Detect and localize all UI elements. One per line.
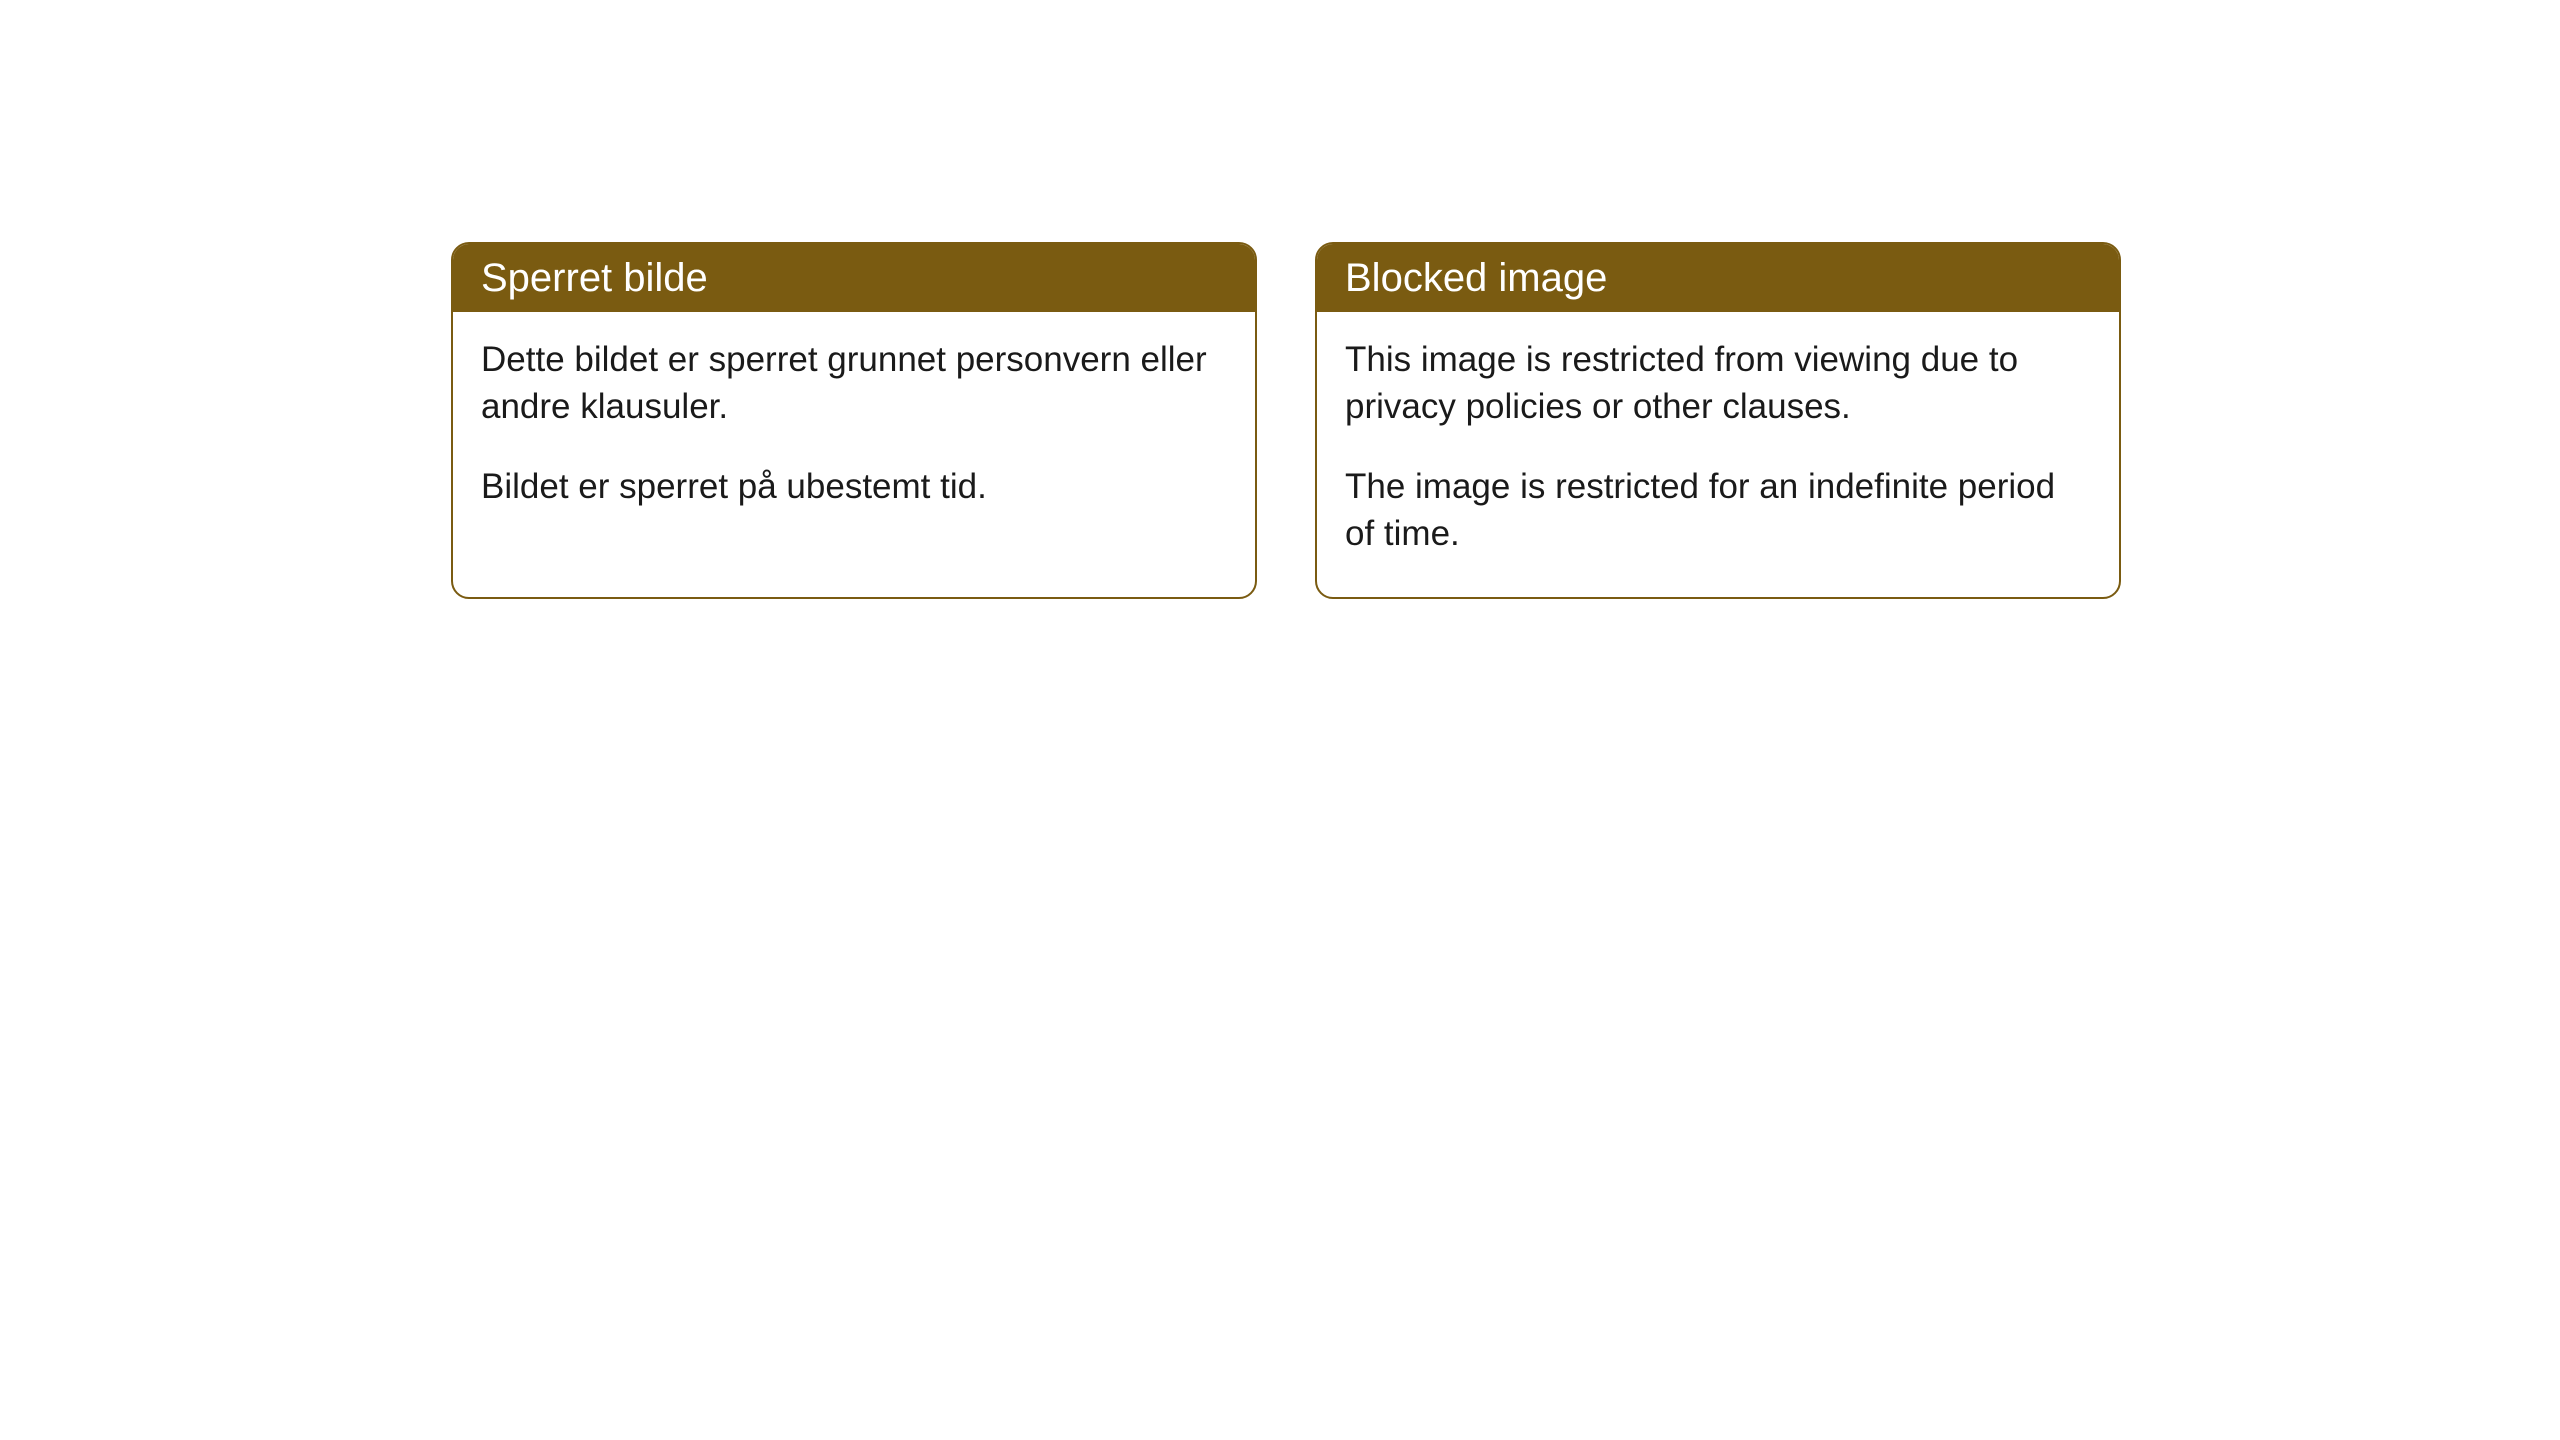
card-paragraph-no-1: Dette bildet er sperret grunnet personve… bbox=[481, 336, 1227, 431]
card-paragraph-en-2: The image is restricted for an indefinit… bbox=[1345, 463, 2091, 558]
card-title-en: Blocked image bbox=[1317, 244, 2119, 312]
notice-cards-container: Sperret bilde Dette bildet er sperret gr… bbox=[451, 242, 2121, 599]
card-body-no: Dette bildet er sperret grunnet personve… bbox=[453, 312, 1255, 550]
card-title-no: Sperret bilde bbox=[453, 244, 1255, 312]
blocked-image-card-en: Blocked image This image is restricted f… bbox=[1315, 242, 2121, 599]
blocked-image-card-no: Sperret bilde Dette bildet er sperret gr… bbox=[451, 242, 1257, 599]
card-paragraph-en-1: This image is restricted from viewing du… bbox=[1345, 336, 2091, 431]
card-paragraph-no-2: Bildet er sperret på ubestemt tid. bbox=[481, 463, 1227, 510]
card-body-en: This image is restricted from viewing du… bbox=[1317, 312, 2119, 597]
